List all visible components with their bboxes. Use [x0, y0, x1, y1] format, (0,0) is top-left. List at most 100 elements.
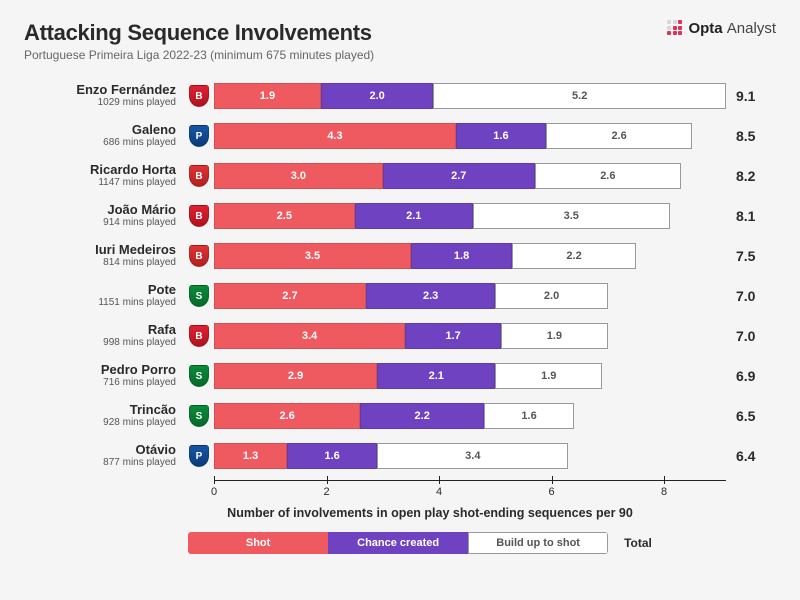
bar-segment-chance: 1.8 [411, 243, 512, 269]
bar-segment-build: 3.5 [473, 203, 670, 229]
player-mins: 686 mins played [103, 137, 176, 149]
bar-segment-build: 2.6 [546, 123, 692, 149]
x-tick [214, 476, 215, 484]
x-tick-label: 4 [436, 486, 442, 498]
x-axis-label: Number of involvements in open play shot… [84, 506, 776, 520]
bar-segment-shot: 3.5 [214, 243, 411, 269]
player-name: Pedro Porro [101, 363, 176, 377]
player-total: 7.0 [726, 328, 776, 344]
player-total: 7.0 [726, 288, 776, 304]
bar-segment-build: 2.2 [512, 243, 636, 269]
bar-segment-chance: 2.3 [366, 283, 495, 309]
bar-segment-shot: 2.5 [214, 203, 355, 229]
player-name: Trincão [130, 403, 176, 417]
player-row: Rafa998 mins playedB3.41.71.97.0 [24, 316, 776, 356]
player-total: 8.2 [726, 168, 776, 184]
stacked-bar-chart: Enzo Fernández1029 mins playedB1.92.05.2… [24, 76, 776, 476]
x-tick [552, 476, 553, 484]
bar-segment-build: 1.9 [501, 323, 608, 349]
bar-segment-shot: 2.7 [214, 283, 366, 309]
bar-segment-chance: 2.2 [360, 403, 484, 429]
bar-segment-build: 5.2 [433, 83, 726, 109]
player-total: 6.4 [726, 448, 776, 464]
header: Attacking Sequence Involvements Portugue… [24, 20, 776, 62]
player-mins: 877 mins played [103, 457, 176, 469]
player-mins: 928 mins played [103, 417, 176, 429]
bar-segment-chance: 1.6 [456, 123, 546, 149]
player-mins: 814 mins played [103, 257, 176, 269]
bar-area: 3.51.82.2 [214, 243, 726, 269]
player-total: 8.1 [726, 208, 776, 224]
bar-area: 2.72.32.0 [214, 283, 726, 309]
player-mins: 914 mins played [103, 217, 176, 229]
bar-area: 3.02.72.6 [214, 163, 726, 189]
player-label: Pote1151 mins played [24, 283, 184, 309]
x-tick [327, 476, 328, 484]
legend-chance: Chance created [328, 532, 468, 554]
bar-segment-build: 2.0 [495, 283, 608, 309]
player-mins: 1147 mins played [98, 177, 176, 189]
club-crest-slot: P [184, 125, 214, 147]
club-crest-slot: B [184, 205, 214, 227]
x-tick-label: 8 [661, 486, 667, 498]
player-label: Pedro Porro716 mins played [24, 363, 184, 389]
x-tick [439, 476, 440, 484]
player-row: Pedro Porro716 mins playedS2.92.11.96.9 [24, 356, 776, 396]
bar-area: 1.92.05.2 [214, 83, 726, 109]
page-title: Attacking Sequence Involvements [24, 20, 374, 46]
bar-segment-chance: 2.1 [377, 363, 495, 389]
club-crest-slot: S [184, 285, 214, 307]
bar-area: 2.92.11.9 [214, 363, 726, 389]
bar-segment-build: 1.6 [484, 403, 574, 429]
player-row: João Mário914 mins played B2.52.13.5 8.1 [24, 196, 776, 236]
x-tick-label: 6 [549, 486, 555, 498]
bar-segment-shot: 1.3 [214, 443, 287, 469]
club-crest-slot: B [184, 85, 214, 107]
bar-segment-shot: 3.0 [214, 163, 383, 189]
bar-segment-build: 1.9 [495, 363, 602, 389]
legend-build: Build up to shot [468, 532, 608, 554]
sporting-crest-icon: S [189, 365, 209, 387]
title-block: Attacking Sequence Involvements Portugue… [24, 20, 374, 62]
player-row: Iuri Medeiros814 mins playedB3.51.82.27.… [24, 236, 776, 276]
player-label: Otávio877 mins played [24, 443, 184, 469]
player-name: Otávio [136, 443, 176, 457]
player-name: Galeno [132, 123, 176, 137]
club-crest-slot: S [184, 365, 214, 387]
club-crest-slot: B [184, 165, 214, 187]
player-mins: 1029 mins played [98, 97, 176, 109]
bar-segment-build: 3.4 [377, 443, 568, 469]
player-mins: 1151 mins played [98, 297, 176, 309]
x-axis: 02468 [214, 476, 726, 504]
brand-logo: Opta Analyst [667, 20, 776, 37]
player-label: Iuri Medeiros814 mins played [24, 243, 184, 269]
page-subtitle: Portuguese Primeira Liga 2022-23 (minimu… [24, 48, 374, 62]
sporting-crest-icon: S [189, 405, 209, 427]
player-row: Ricardo Horta1147 mins playedB3.02.72.68… [24, 156, 776, 196]
bar-segment-chance: 2.1 [355, 203, 473, 229]
club-crest-slot: S [184, 405, 214, 427]
player-label: Rafa998 mins played [24, 323, 184, 349]
player-name: Rafa [148, 323, 176, 337]
bar-segment-chance: 2.0 [321, 83, 434, 109]
club-crest-slot: B [184, 245, 214, 267]
braga-crest-icon: B [189, 165, 209, 187]
legend-total: Total [624, 536, 652, 550]
benfica-crest-icon: B [189, 85, 209, 107]
bar-segment-shot: 1.9 [214, 83, 321, 109]
player-label: Galeno686 mins played [24, 123, 184, 149]
benfica-crest-icon: B [189, 205, 209, 227]
player-name: João Mário [107, 203, 176, 217]
legend-shot: Shot [188, 532, 328, 554]
bar-area: 3.41.71.9 [214, 323, 726, 349]
player-row: Enzo Fernández1029 mins playedB1.92.05.2… [24, 76, 776, 116]
player-total: 6.5 [726, 408, 776, 424]
x-tick [664, 476, 665, 484]
player-total: 9.1 [726, 88, 776, 104]
legend: Shot Chance created Build up to shot Tot… [64, 532, 776, 554]
x-tick-label: 0 [211, 486, 217, 498]
bar-segment-chance: 1.7 [405, 323, 501, 349]
braga-crest-icon: B [189, 245, 209, 267]
player-label: Enzo Fernández1029 mins played [24, 83, 184, 109]
brand-text: Opta Analyst [688, 20, 776, 37]
